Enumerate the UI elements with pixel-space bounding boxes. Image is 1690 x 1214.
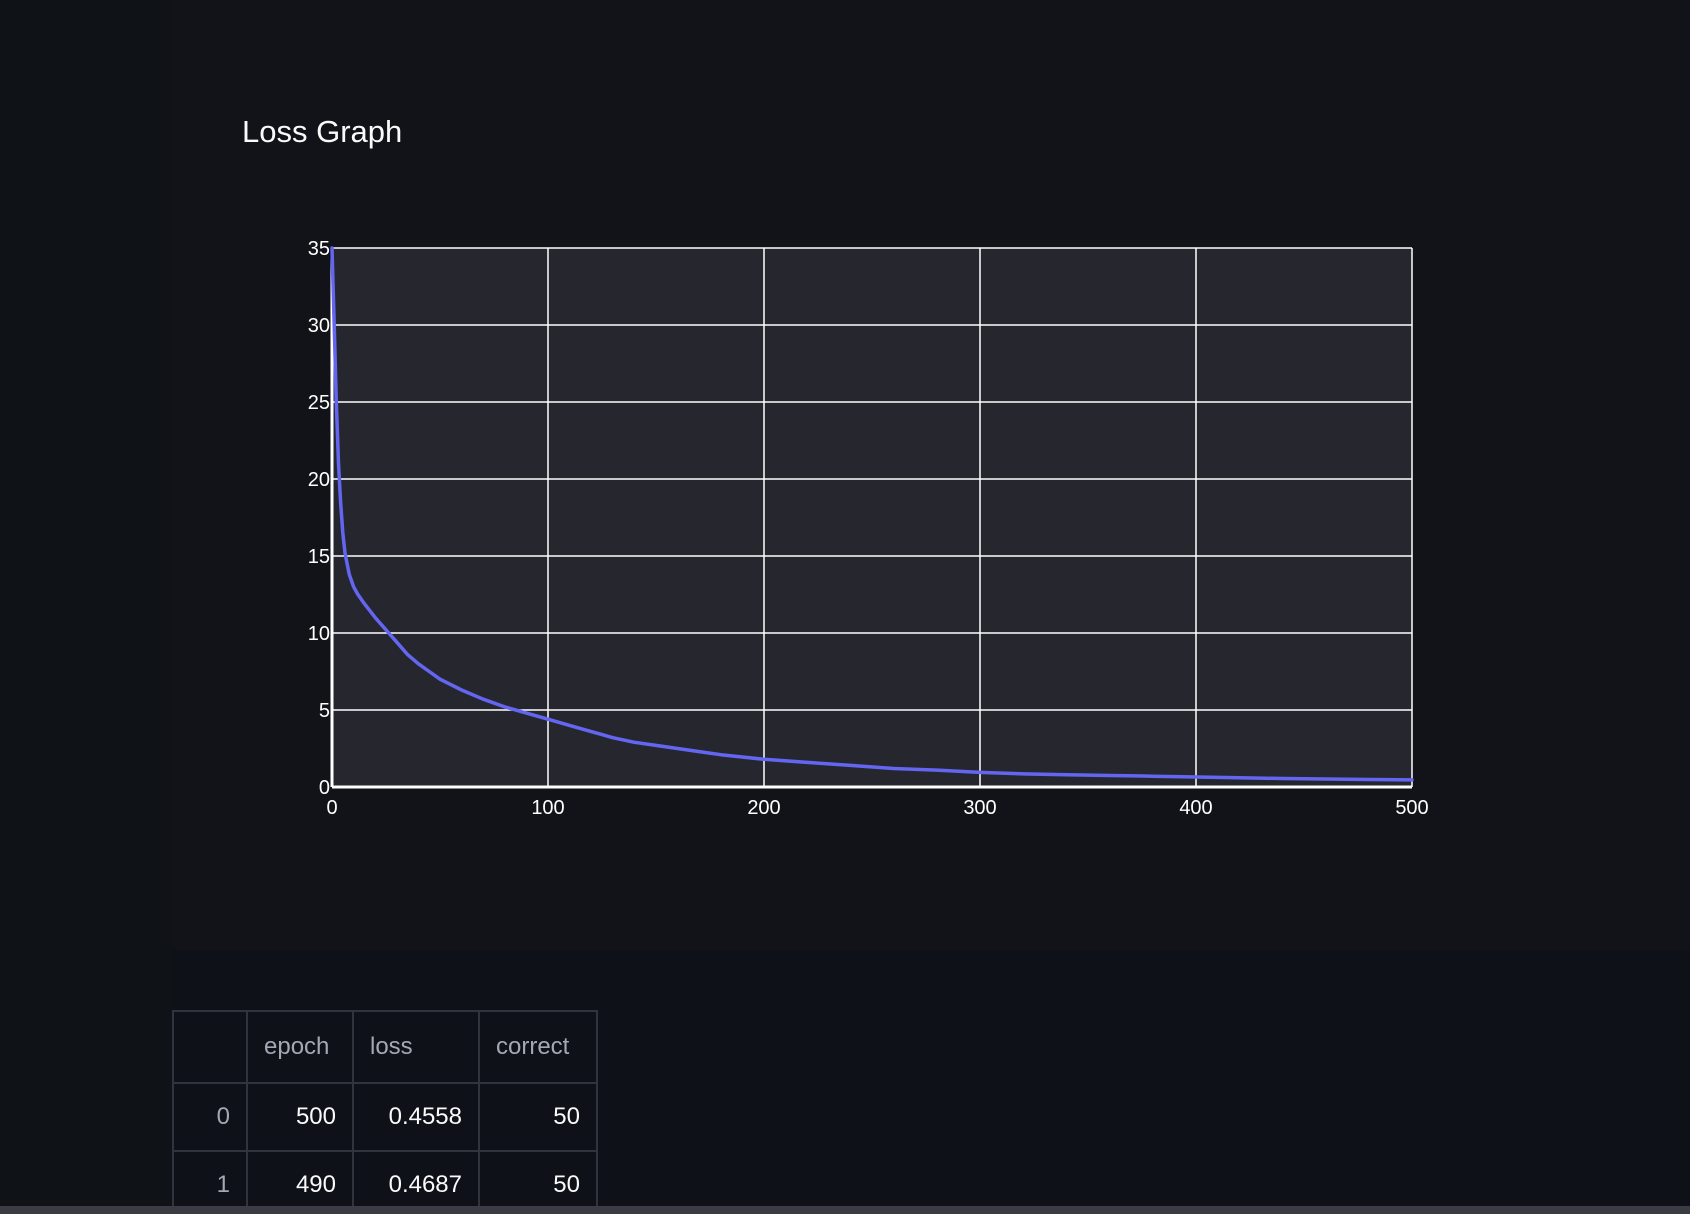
cell-correct: 50 [478, 1082, 598, 1152]
left-gutter [0, 0, 172, 1214]
cell-loss: 0.4687 [352, 1150, 480, 1214]
x-tick-label: 500 [1395, 797, 1428, 819]
x-tick-label: 300 [963, 797, 996, 819]
cell-correct: 50 [478, 1150, 598, 1214]
loss-series-line [330, 246, 1414, 782]
horizontal-scrollbar[interactable] [0, 1206, 1690, 1214]
y-tick-label: 35 [308, 238, 330, 260]
y-tick-label: 30 [308, 315, 330, 337]
x-tick-label: 0 [326, 797, 337, 819]
table-header-row: epoch loss correct [172, 1010, 598, 1084]
header-epoch[interactable]: epoch [246, 1010, 354, 1084]
loss-table[interactable]: epoch loss correct 0 500 0.4558 50 1 490… [172, 1010, 598, 1214]
row-index: 1 [172, 1150, 248, 1214]
cell-epoch: 490 [246, 1150, 354, 1214]
plot-area: 0 100 200 300 400 500 0 5 10 15 20 25 30 35 [308, 238, 1429, 819]
loss-chart[interactable]: 0 100 200 300 400 500 0 5 10 15 20 25 30 35 [0, 0, 1690, 900]
y-tick-label: 25 [308, 392, 330, 414]
y-tick-label: 20 [308, 469, 330, 491]
chart-title: Loss Graph [242, 114, 403, 149]
y-tick-label: 10 [308, 623, 330, 645]
header-loss[interactable]: loss [352, 1010, 480, 1084]
header-index[interactable] [172, 1010, 248, 1084]
x-tick-label: 400 [1179, 797, 1212, 819]
cell-loss: 0.4558 [352, 1082, 480, 1152]
y-tick-label: 5 [319, 700, 330, 722]
plot-background [332, 248, 1412, 787]
table-row[interactable]: 0 500 0.4558 50 [172, 1082, 598, 1152]
row-index: 0 [172, 1082, 248, 1152]
y-tick-label: 15 [308, 546, 330, 568]
x-tick-label: 100 [531, 797, 564, 819]
y-tick-label: 0 [319, 777, 330, 799]
x-tick-label: 200 [747, 797, 780, 819]
header-correct[interactable]: correct [478, 1010, 598, 1084]
cell-epoch: 500 [246, 1082, 354, 1152]
table-row[interactable]: 1 490 0.4687 50 [172, 1150, 598, 1214]
